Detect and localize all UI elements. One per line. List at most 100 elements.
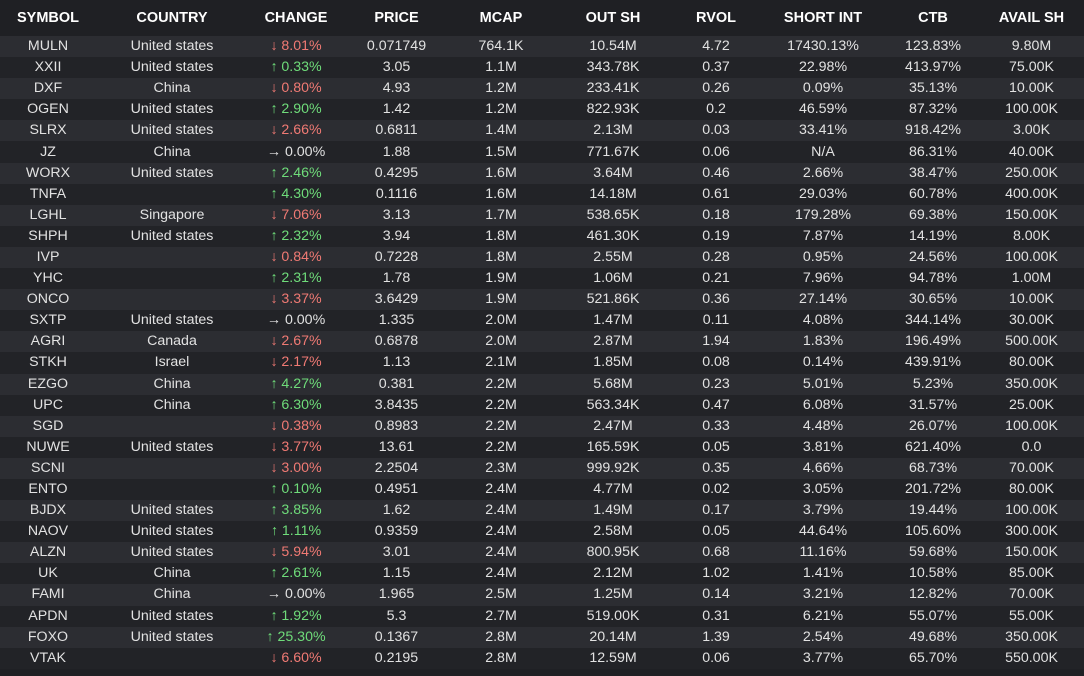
table-row[interactable]: ENTO ↑ 0.10% 0.4951 2.4M 4.77M 0.02 3.05% 201.7… (0, 478, 1084, 501)
avail-sh-cell: 350.00K (1005, 375, 1058, 392)
table-row[interactable]: DXF China ↓ 0.80% 4.93 1.2M 233.41K 0.26 0.09% 3… (0, 78, 1084, 100)
table-row[interactable]: UK China ↑ 2.61% 1.15 2.4M 2.12M 1.02 1.41% 10.5… (0, 563, 1084, 585)
short-int-cell: N/A (811, 143, 835, 160)
table-row[interactable]: MULN United states ↓ 8.01% 0.071749 764.1K 10… (0, 36, 1084, 58)
symbol-cell: STKH (29, 354, 67, 371)
ctb-cell: 87.32% (908, 101, 958, 118)
ctb-cell: 5.23% (912, 375, 954, 392)
rvol-cell: 4.72 (702, 38, 730, 55)
arrow-down-icon: ↓ (270, 333, 282, 350)
ctb-cell: 344.14% (904, 312, 961, 329)
ctb-cell: 94.78% (908, 270, 958, 287)
table-row[interactable]: SXTP United states → 0.00% 1.335 2.0M 1.47M 0.… (0, 310, 1084, 332)
column-header-country[interactable]: COUNTRY (136, 10, 208, 26)
out-sh-cell: 822.93K (586, 101, 640, 118)
change-cell: → 0.00% (248, 310, 344, 331)
mcap-cell: 1.6M (485, 185, 517, 202)
table-row[interactable]: IVP ↓ 0.84% 0.7228 1.8M 2.55M 0.28 0.95% 24.56%… (0, 246, 1084, 269)
table-row[interactable]: AGRI Canada ↓ 2.67% 0.6878 2.0M 2.87M 1.94 1.83… (0, 331, 1084, 353)
table-row[interactable]: SLRX United states ↓ 2.66% 0.6811 1.4M 2.13M 0… (0, 120, 1084, 142)
short-int-cell: 3.77% (802, 649, 844, 666)
table-row[interactable]: WORX United states ↑ 2.46% 0.4295 1.6M 3.64M 0… (0, 162, 1084, 184)
country-cell: United states (130, 59, 214, 76)
table-row[interactable]: ALZN United states ↓ 5.94% 3.01 2.4M 800.95K 0… (0, 542, 1084, 564)
symbol-cell: SLRX (29, 122, 67, 139)
table-row[interactable]: XXII United states ↑ 0.33% 3.05 1.1M 343.78K 0… (0, 57, 1084, 79)
short-int-cell: 46.59% (798, 101, 848, 118)
price-cell: 1.62 (382, 502, 411, 519)
column-header-change[interactable]: CHANGE (264, 10, 328, 26)
short-int-cell: 33.41% (798, 122, 848, 139)
country-cell (96, 184, 248, 205)
change-value: 5.94% (281, 544, 322, 561)
column-header-symbol[interactable]: SYMBOL (16, 10, 80, 26)
out-sh-cell: 563.34K (586, 396, 640, 413)
arrow-down-icon: ↓ (270, 354, 282, 371)
change-value: 2.32% (281, 227, 322, 244)
avail-sh-cell: 70.00K (1009, 459, 1054, 476)
symbol-cell: BJDX (29, 502, 67, 519)
table-row[interactable]: SHPH United states ↑ 2.32% 3.94 1.8M 461.30K 0… (0, 225, 1084, 247)
change-value: 8.01% (281, 38, 322, 55)
rvol-cell: 1.94 (702, 333, 730, 350)
symbol-cell: SHPH (28, 227, 68, 244)
column-header-mcap[interactable]: MCAP (479, 10, 523, 26)
avail-sh-cell: 150.00K (1005, 544, 1058, 561)
change-cell: ↑ 2.31% (248, 268, 344, 289)
mcap-cell: 2.2M (485, 438, 517, 455)
symbol-cell: UPC (33, 396, 63, 413)
column-header-avail-sh[interactable]: AVAIL SH (998, 10, 1065, 26)
country-cell: China (153, 586, 191, 603)
mcap-cell: 1.9M (485, 291, 517, 308)
mcap-cell: 2.4M (485, 544, 517, 561)
table-row[interactable]: JZ China → 0.00% 1.88 1.5M 771.67K 0.06 N/A 86.3… (0, 141, 1084, 163)
symbol-cell: OGEN (27, 101, 69, 118)
change-cell: ↓ 3.77% (248, 437, 344, 458)
out-sh-cell: 771.67K (586, 143, 640, 160)
symbol-cell: JZ (40, 143, 56, 160)
table-row[interactable]: ONCO ↓ 3.37% 3.6429 1.9M 521.86K 0.36 27.14% 30… (0, 289, 1084, 311)
rvol-cell: 0.05 (702, 523, 730, 540)
table-row[interactable]: YHC ↑ 2.31% 1.78 1.9M 1.06M 0.21 7.96% 94.78% 1.… (0, 268, 1084, 290)
symbol-cell: WORX (25, 164, 71, 181)
avail-sh-cell: 30.00K (1009, 312, 1054, 329)
rvol-cell: 0.26 (702, 80, 730, 97)
table-row[interactable]: NAOV United states ↑ 1.11% 0.9359 2.4M 2.58M 0… (0, 521, 1084, 543)
country-cell: Singapore (139, 206, 205, 223)
table-row[interactable]: TNFA ↑ 4.30% 0.1116 1.6M 14.18M 0.61 29.03% 60.… (0, 183, 1084, 205)
column-header-short-int[interactable]: SHORT INT (783, 10, 863, 26)
short-int-cell: 179.28% (794, 206, 851, 223)
column-header-out-sh[interactable]: OUT SH (585, 10, 641, 26)
symbol-cell: MULN (27, 38, 69, 55)
avail-sh-cell: 80.00K (1009, 354, 1054, 371)
rvol-cell: 0.06 (702, 649, 730, 666)
avail-sh-cell: 250.00K (1005, 164, 1058, 181)
ctb-cell: 60.78% (908, 185, 958, 202)
table-row[interactable]: STKH Israel ↓ 2.17% 1.13 2.1M 1.85M 0.08 0.14% 4… (0, 352, 1084, 374)
table-row[interactable]: FAMI China → 0.00% 1.965 2.5M 1.25M 0.14 3.21% 1… (0, 584, 1084, 606)
table-row[interactable]: FOXO United states ↑ 25.30% 0.1367 2.8M 20.14… (0, 626, 1084, 648)
rvol-cell: 1.02 (702, 565, 730, 582)
change-cell: ↑ 3.85% (248, 500, 344, 521)
column-header-rvol[interactable]: RVOL (695, 10, 737, 26)
table-row[interactable]: LGHL Singapore ↓ 7.06% 3.13 1.7M 538.65K 0.18 1… (0, 204, 1084, 226)
change-cell: ↑ 0.10% (248, 479, 344, 500)
change-cell: ↓ 0.84% (248, 247, 344, 268)
table-row[interactable]: SCNI ↓ 3.00% 2.2504 2.3M 999.92K 0.35 4.66% 68.… (0, 457, 1084, 479)
table-row[interactable]: EZGO China ↑ 4.27% 0.381 2.2M 5.68M 0.23 5.01% 5… (0, 373, 1084, 395)
change-value: 2.46% (281, 164, 322, 181)
table-row[interactable]: SGD ↓ 0.38% 0.8983 2.2M 2.47M 0.33 4.48% 26.07%… (0, 415, 1084, 437)
column-header-price[interactable]: PRICE (374, 10, 419, 26)
rvol-cell: 0.23 (702, 375, 730, 392)
table-row[interactable]: OGEN United states ↑ 2.90% 1.42 1.2M 822.93K 0… (0, 99, 1084, 121)
change-value: 0.00% (284, 312, 326, 329)
table-row[interactable]: NUWE United states ↓ 3.77% 13.61 2.2M 165.59K… (0, 436, 1084, 458)
table-row[interactable]: UPC China ↑ 6.30% 3.8435 2.2M 563.34K 0.47 6.08… (0, 394, 1084, 416)
table-row[interactable]: BJDX United states ↑ 3.85% 1.62 2.4M 1.49M 0.1… (0, 500, 1084, 522)
change-cell: ↑ 1.11% (248, 521, 344, 542)
rvol-cell: 0.05 (702, 438, 730, 455)
table-row[interactable]: APDN United states ↑ 1.92% 5.3 2.7M 519.00K 0.… (0, 605, 1084, 627)
table-row[interactable]: VTAK ↓ 6.60% 0.2195 2.8M 12.59M 0.06 3.77% 65.7… (0, 647, 1084, 669)
mcap-cell: 1.5M (485, 143, 517, 160)
column-header-ctb[interactable]: CTB (918, 10, 948, 26)
